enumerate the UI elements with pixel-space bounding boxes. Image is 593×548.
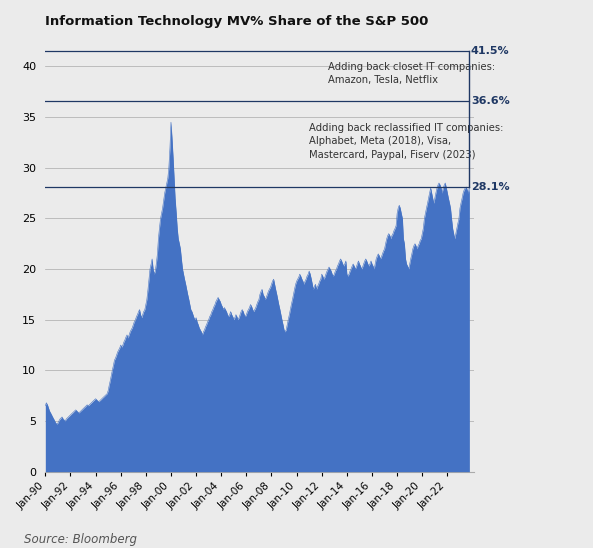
Text: 36.6%: 36.6%: [471, 96, 509, 106]
Text: Source: Bloomberg: Source: Bloomberg: [24, 533, 137, 545]
Text: 41.5%: 41.5%: [471, 46, 509, 56]
Text: Information Technology MV% Share of the S&P 500: Information Technology MV% Share of the …: [45, 15, 429, 28]
Text: 28.1%: 28.1%: [471, 182, 509, 192]
Text: Adding back reclassified IT companies:
Alphabet, Meta (2018), Visa,
Mastercard, : Adding back reclassified IT companies: A…: [309, 123, 503, 159]
Text: Adding back closet IT companies:
Amazon, Tesla, Netflix: Adding back closet IT companies: Amazon,…: [328, 61, 495, 85]
